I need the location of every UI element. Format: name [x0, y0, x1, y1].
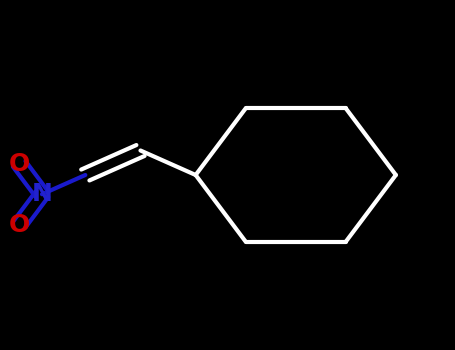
Text: N: N: [31, 182, 52, 206]
Text: O: O: [9, 152, 30, 176]
Text: O: O: [9, 212, 30, 237]
